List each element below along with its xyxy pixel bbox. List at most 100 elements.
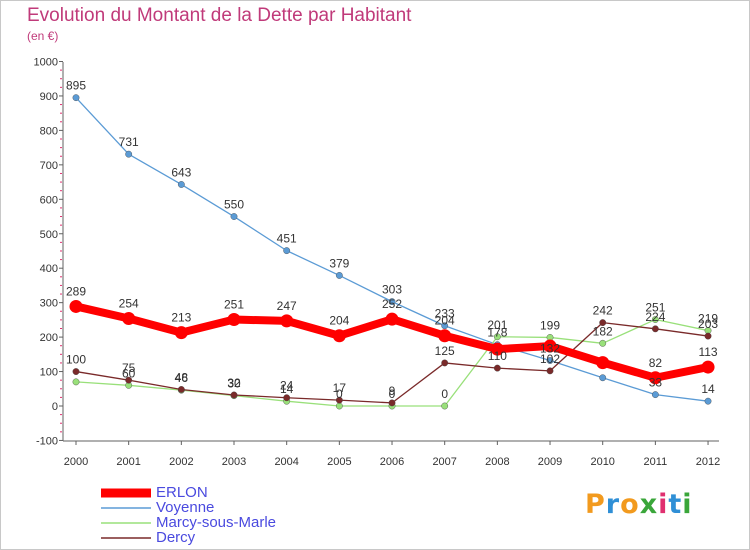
data-point xyxy=(441,322,449,330)
data-label: 451 xyxy=(277,232,297,246)
data-label: 203 xyxy=(698,317,718,331)
data-point xyxy=(493,333,501,341)
data-point xyxy=(441,402,449,410)
data-point xyxy=(69,299,83,313)
data-point xyxy=(648,371,662,385)
logo-letter: r xyxy=(605,489,621,520)
data-point xyxy=(543,339,557,353)
legend xyxy=(101,488,151,539)
x-tick-label: 2009 xyxy=(538,456,562,468)
data-label: 0 xyxy=(389,387,396,401)
data-point xyxy=(493,364,501,372)
data-point xyxy=(388,399,396,407)
data-label: 48 xyxy=(175,370,189,384)
data-label: 30 xyxy=(227,377,241,391)
x-tick-label: 2007 xyxy=(432,456,456,468)
logo-letter: P xyxy=(585,489,606,520)
legend-label-voyenne: Voyenne xyxy=(156,499,215,516)
chart-title: Evolution du Montant de la Dette par Hab… xyxy=(27,5,412,26)
data-label: 125 xyxy=(435,344,455,358)
logo-letter: o xyxy=(620,489,640,520)
data-label: 46 xyxy=(175,371,189,385)
x-tick-label: 2011 xyxy=(644,456,668,468)
y-tick-label: 200 xyxy=(40,332,58,344)
x-tick-label: 2004 xyxy=(274,456,298,468)
data-point xyxy=(599,374,607,382)
data-label: 251 xyxy=(645,301,665,315)
data-label: 643 xyxy=(171,165,191,179)
data-point xyxy=(230,391,238,399)
data-point xyxy=(388,298,396,306)
data-point xyxy=(122,311,136,325)
axes: -100010020030040050060070080090010002000… xyxy=(34,57,721,469)
data-label: 247 xyxy=(277,299,297,313)
y-tick-label: 800 xyxy=(40,125,58,137)
data-point xyxy=(490,342,504,356)
data-label: 60 xyxy=(122,366,136,380)
x-tick-label: 2008 xyxy=(485,456,509,468)
data-label: 303 xyxy=(382,283,402,297)
x-tick-label: 2005 xyxy=(327,456,351,468)
logo-letter: t xyxy=(668,489,683,520)
series-line-voyenne xyxy=(75,97,709,402)
data-label: 178 xyxy=(487,326,507,340)
legend-label-marcy-sous-marle: Marcy-sous-Marle xyxy=(156,514,277,531)
data-point xyxy=(704,397,712,405)
data-label: 895 xyxy=(66,79,86,93)
data-label: 182 xyxy=(593,324,613,338)
data-label: 224 xyxy=(645,310,665,324)
data-point xyxy=(599,339,607,347)
data-point xyxy=(441,359,449,367)
data-point xyxy=(280,314,294,328)
data-label: 219 xyxy=(698,312,718,326)
x-tick-label: 2003 xyxy=(222,456,246,468)
data-point xyxy=(596,356,610,370)
data-label: 252 xyxy=(382,297,402,311)
data-point xyxy=(227,313,241,327)
legend-label-dercy: Dercy xyxy=(156,529,196,546)
logo-letter: i xyxy=(682,489,693,520)
data-point xyxy=(599,319,607,327)
y-tick-label: 900 xyxy=(40,91,58,103)
data-point xyxy=(177,386,185,393)
data-label: 75 xyxy=(122,361,136,375)
data-point xyxy=(704,332,712,340)
data-label: 242 xyxy=(593,304,613,318)
data-labels-layer: 895 731 643 550 451 379 303 233 178 132 33 14 60 46 30… xyxy=(66,79,718,401)
y-tick-label: 1000 xyxy=(34,57,58,69)
data-label: 731 xyxy=(119,135,139,149)
x-tick-label: 2006 xyxy=(380,456,404,468)
data-point xyxy=(701,360,715,374)
data-point xyxy=(385,312,399,326)
proxiti-logo: Proxiti xyxy=(585,489,693,520)
y-tick-label: 600 xyxy=(40,194,58,206)
data-label: 0 xyxy=(441,387,448,401)
legend-label-erlon: ERLON xyxy=(156,484,208,501)
data-point xyxy=(72,94,80,102)
data-label: 550 xyxy=(224,198,244,212)
y-tick-label: 0 xyxy=(52,401,58,413)
data-label: 113 xyxy=(698,345,717,359)
data-label: 233 xyxy=(435,307,455,321)
data-point xyxy=(546,367,554,375)
chart-subtitle: (en €) xyxy=(27,29,59,43)
data-label: 379 xyxy=(329,256,349,270)
data-label: 24 xyxy=(280,379,294,393)
y-tick-label: 500 xyxy=(40,229,58,241)
data-point xyxy=(125,376,133,384)
data-label: 251 xyxy=(224,298,244,312)
data-label: 17 xyxy=(333,381,347,395)
data-point xyxy=(546,357,554,364)
data-point xyxy=(174,326,188,340)
y-tick-label: 700 xyxy=(40,160,58,172)
data-point xyxy=(651,325,659,333)
x-tick-label: 2001 xyxy=(116,456,140,468)
data-point xyxy=(335,272,343,279)
data-point xyxy=(651,316,659,323)
data-label: 0 xyxy=(336,387,343,401)
data-point xyxy=(72,368,80,375)
y-tick-label: 300 xyxy=(40,298,58,310)
data-point xyxy=(72,378,80,386)
